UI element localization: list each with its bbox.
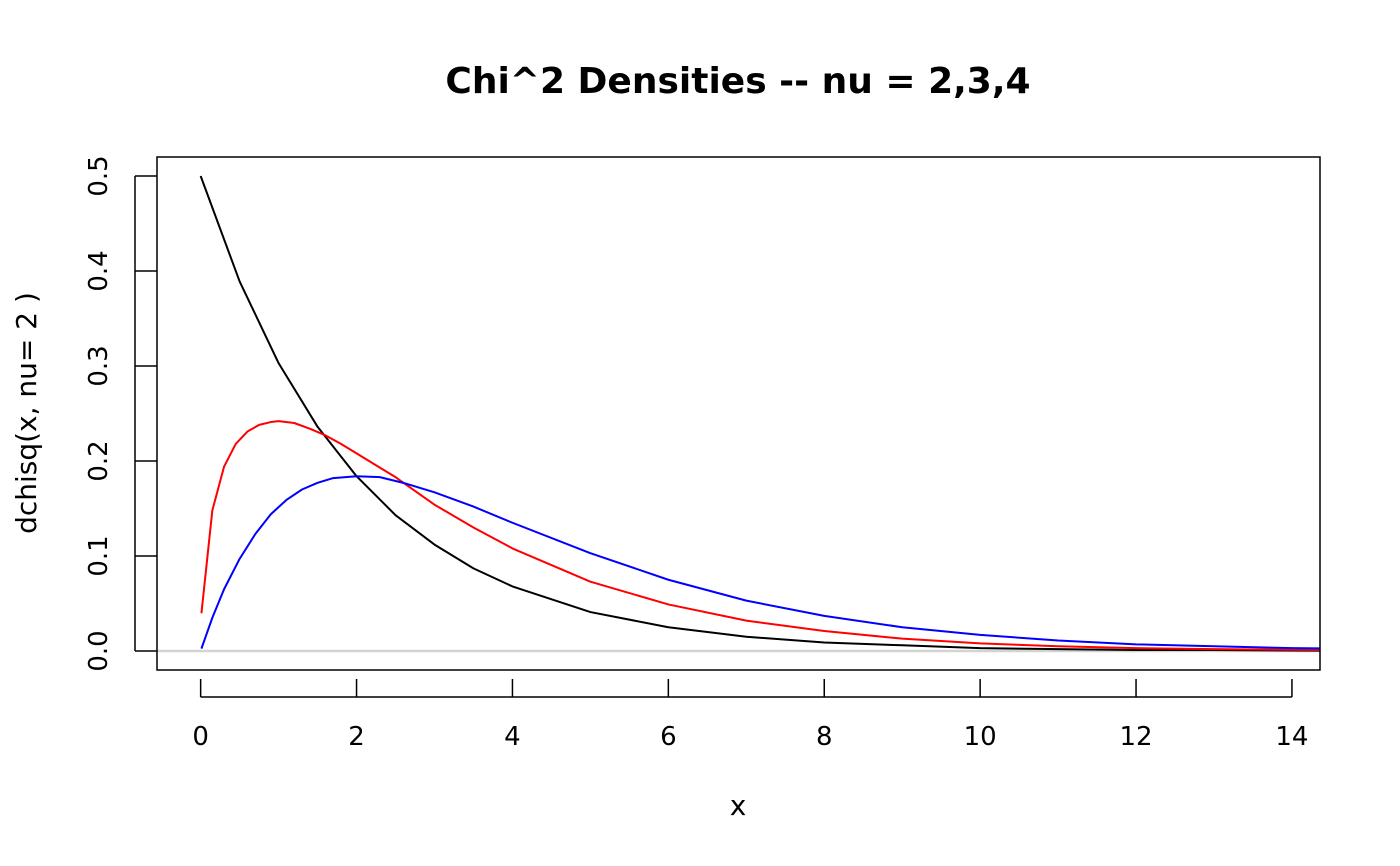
x-axis-label: x — [730, 789, 747, 822]
chart-title: Chi^2 Densities -- nu = 2,3,4 — [445, 61, 1030, 102]
y-axis-label: dchisq(x, nu= 2 ) — [10, 292, 43, 534]
series-line-3 — [200, 475, 1320, 650]
y-axis: 0.0 0.1 0.2 0.3 0.4 0.5 — [84, 155, 157, 672]
x-axis: 0 2 4 6 8 10 12 14 — [192, 679, 1308, 752]
x-tick-label: 6 — [660, 722, 677, 752]
plot-frame — [156, 156, 1321, 671]
series-line-2 — [200, 420, 1320, 652]
x-tick-label: 12 — [1119, 722, 1152, 752]
x-tick-label: 8 — [816, 722, 833, 752]
series-line-1 — [199, 175, 1320, 652]
y-tick-label: 0.0 — [84, 630, 114, 671]
y-tick-label: 0.3 — [84, 345, 114, 386]
x-tick-label: 2 — [348, 722, 365, 752]
x-tick-label: 10 — [964, 722, 997, 752]
x-tick-label: 14 — [1275, 722, 1308, 752]
x-tick-label: 0 — [192, 722, 209, 752]
y-tick-label: 0.2 — [84, 440, 114, 481]
y-tick-label: 0.1 — [84, 535, 114, 576]
y-tick-label: 0.5 — [84, 155, 114, 196]
plot-area — [156, 156, 1321, 671]
x-tick-label: 4 — [504, 722, 521, 752]
y-tick-label: 0.4 — [84, 250, 114, 291]
